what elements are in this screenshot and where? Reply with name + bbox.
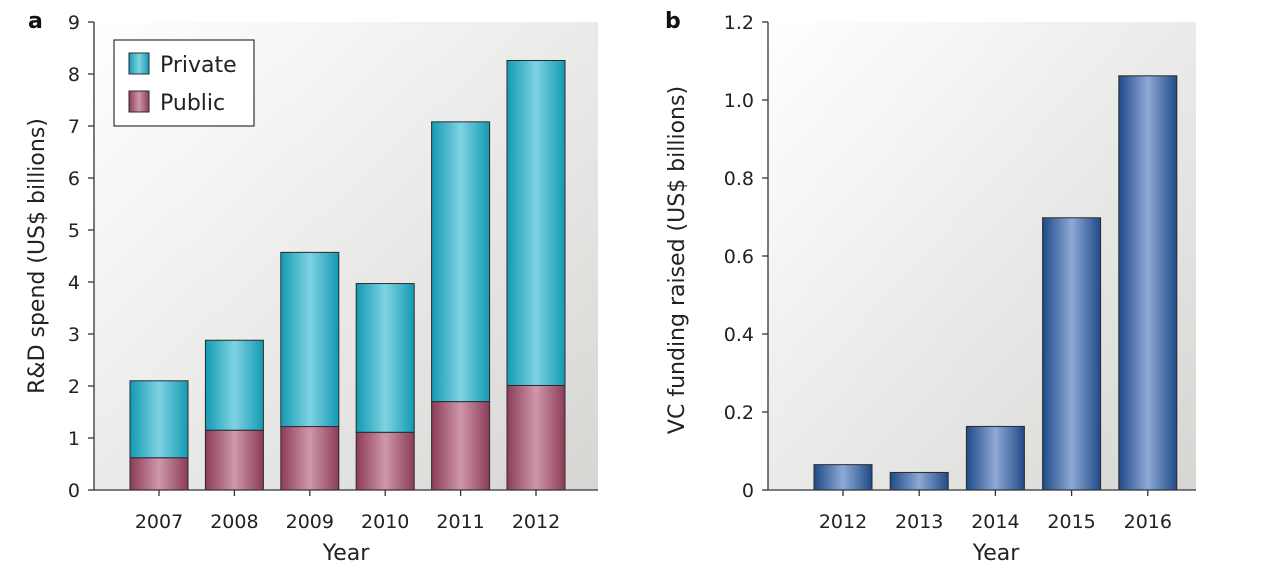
legend-label-private: Private <box>160 53 237 78</box>
bar-vc-2014 <box>965 425 1025 491</box>
panel-a-y-ticks: 0 1 2 3 4 5 6 7 8 9 <box>68 12 94 502</box>
bar-private-2007 <box>129 380 189 459</box>
panel-b-label: b <box>665 9 681 34</box>
panel-b-y-tick-label: 0.2 <box>724 402 754 424</box>
panel-a-y-tick-label: 1 <box>68 428 80 450</box>
panel-a-x-tick-label: 2007 <box>135 511 183 533</box>
panel-a-legend: Private Public <box>113 39 255 127</box>
bar-public-2009 <box>280 426 340 491</box>
bar-public-2011 <box>431 401 491 491</box>
panel-b-y-tick-label: 0 <box>742 480 754 502</box>
panel-a-y-axis-title: R&D spend (US$ billions) <box>25 118 50 394</box>
bar-public-2007 <box>129 457 189 491</box>
panel-b-y-tick-label: 0.6 <box>724 246 754 268</box>
bar-vc-2015 <box>1042 217 1102 491</box>
panel-a-y-tick-label: 3 <box>68 324 80 346</box>
panel-a-y-tick-label: 2 <box>68 376 80 398</box>
bar-public-2008 <box>204 429 264 491</box>
bar-private-2010 <box>355 283 415 433</box>
panel-a-y-tick-label: 7 <box>68 116 80 138</box>
bar-private-2009 <box>280 251 340 428</box>
bar-public-2010 <box>355 431 415 491</box>
panel-a-x-tick-label: 2011 <box>436 511 484 533</box>
panel-a-x-ticks: 2007 2008 2009 2010 2011 2012 <box>135 490 560 533</box>
panel-a-y-tick-label: 0 <box>68 480 80 502</box>
bar-vc-2013 <box>889 471 949 491</box>
panel-a: a 0 1 2 3 4 5 6 7 8 9 2007 2008 2009 2010 2011 2012 Ye… <box>25 9 598 566</box>
bar-public-2012 <box>506 384 566 491</box>
panel-a-y-tick-label: 8 <box>68 64 80 86</box>
bar-vc-2016 <box>1118 75 1178 491</box>
legend-label-public: Public <box>160 91 225 116</box>
legend-swatch-public <box>128 90 150 113</box>
bar-private-2011 <box>431 121 491 403</box>
panel-a-x-tick-label: 2012 <box>512 511 560 533</box>
panel-a-y-tick-label: 9 <box>68 12 80 34</box>
panel-a-x-tick-label: 2008 <box>210 511 258 533</box>
panel-a-x-tick-label: 2010 <box>361 511 409 533</box>
panel-b-x-tick-label: 2016 <box>1124 511 1172 533</box>
panel-b-y-tick-label: 0.4 <box>724 324 754 346</box>
panel-b-y-tick-label: 1.2 <box>724 12 754 34</box>
panel-b-x-axis-title: Year <box>972 541 1021 566</box>
panel-a-y-tick-label: 6 <box>68 168 80 190</box>
panel-b-x-tick-label: 2012 <box>819 511 867 533</box>
bar-private-2012 <box>506 59 566 386</box>
panel-a-label: a <box>28 9 43 34</box>
panel-b-x-tick-label: 2014 <box>971 511 1019 533</box>
panel-b-x-tick-label: 2013 <box>895 511 943 533</box>
panel-a-x-tick-label: 2009 <box>286 511 334 533</box>
panel-b: b 00.20.40.60.81.01.2 2012 2013 2014 2015 20… <box>665 9 1196 566</box>
panel-b-x-tick-label: 2015 <box>1047 511 1095 533</box>
panel-b-y-tick-label: 1.0 <box>724 90 754 112</box>
panel-a-y-tick-label: 4 <box>68 272 80 294</box>
panel-b-x-ticks: 2012 2013 2014 2015 2016 <box>819 490 1172 533</box>
panel-b-y-ticks: 0 0.2 0.4 0.6 0.8 1.0 1.2 <box>724 12 768 502</box>
bar-vc-2012 <box>813 464 873 491</box>
panel-a-x-axis-title: Year <box>322 541 371 566</box>
legend-swatch-private <box>128 52 150 75</box>
panel-a-bars <box>129 59 566 491</box>
panel-a-y-tick-label: 5 <box>68 220 80 242</box>
panel-b-y-axis-title: VC funding raised (US$ billions) <box>665 86 690 434</box>
bar-private-2008 <box>204 339 264 431</box>
panel-b-y-tick-label: 0.8 <box>724 168 754 190</box>
